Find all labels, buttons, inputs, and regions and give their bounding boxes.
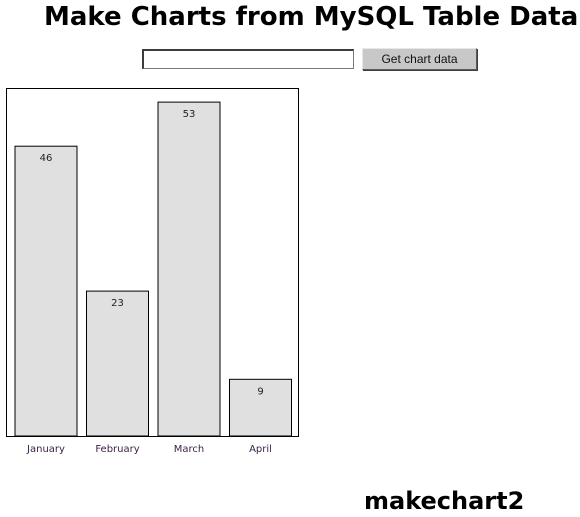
category-label-april: April [249, 444, 272, 455]
bar-february [86, 290, 149, 437]
get-chart-data-button[interactable]: Get chart data [362, 48, 477, 70]
chart-frame [6, 88, 299, 437]
bar-march [157, 101, 221, 437]
bar-value-label-february: 23 [111, 298, 124, 309]
query-input[interactable] [142, 49, 354, 69]
page-title: Make Charts from MySQL Table Data [44, 2, 579, 32]
footer-label: makechart2 [364, 487, 525, 515]
bar-april [229, 378, 292, 437]
bar-value-label-march: 53 [183, 109, 196, 120]
bar-value-label-january: 46 [40, 153, 53, 164]
category-label-february: February [95, 444, 139, 455]
category-label-january: January [26, 444, 65, 455]
bar-value-label-april: 9 [257, 386, 263, 397]
bar-january [14, 145, 78, 437]
category-label-march: March [174, 444, 204, 455]
